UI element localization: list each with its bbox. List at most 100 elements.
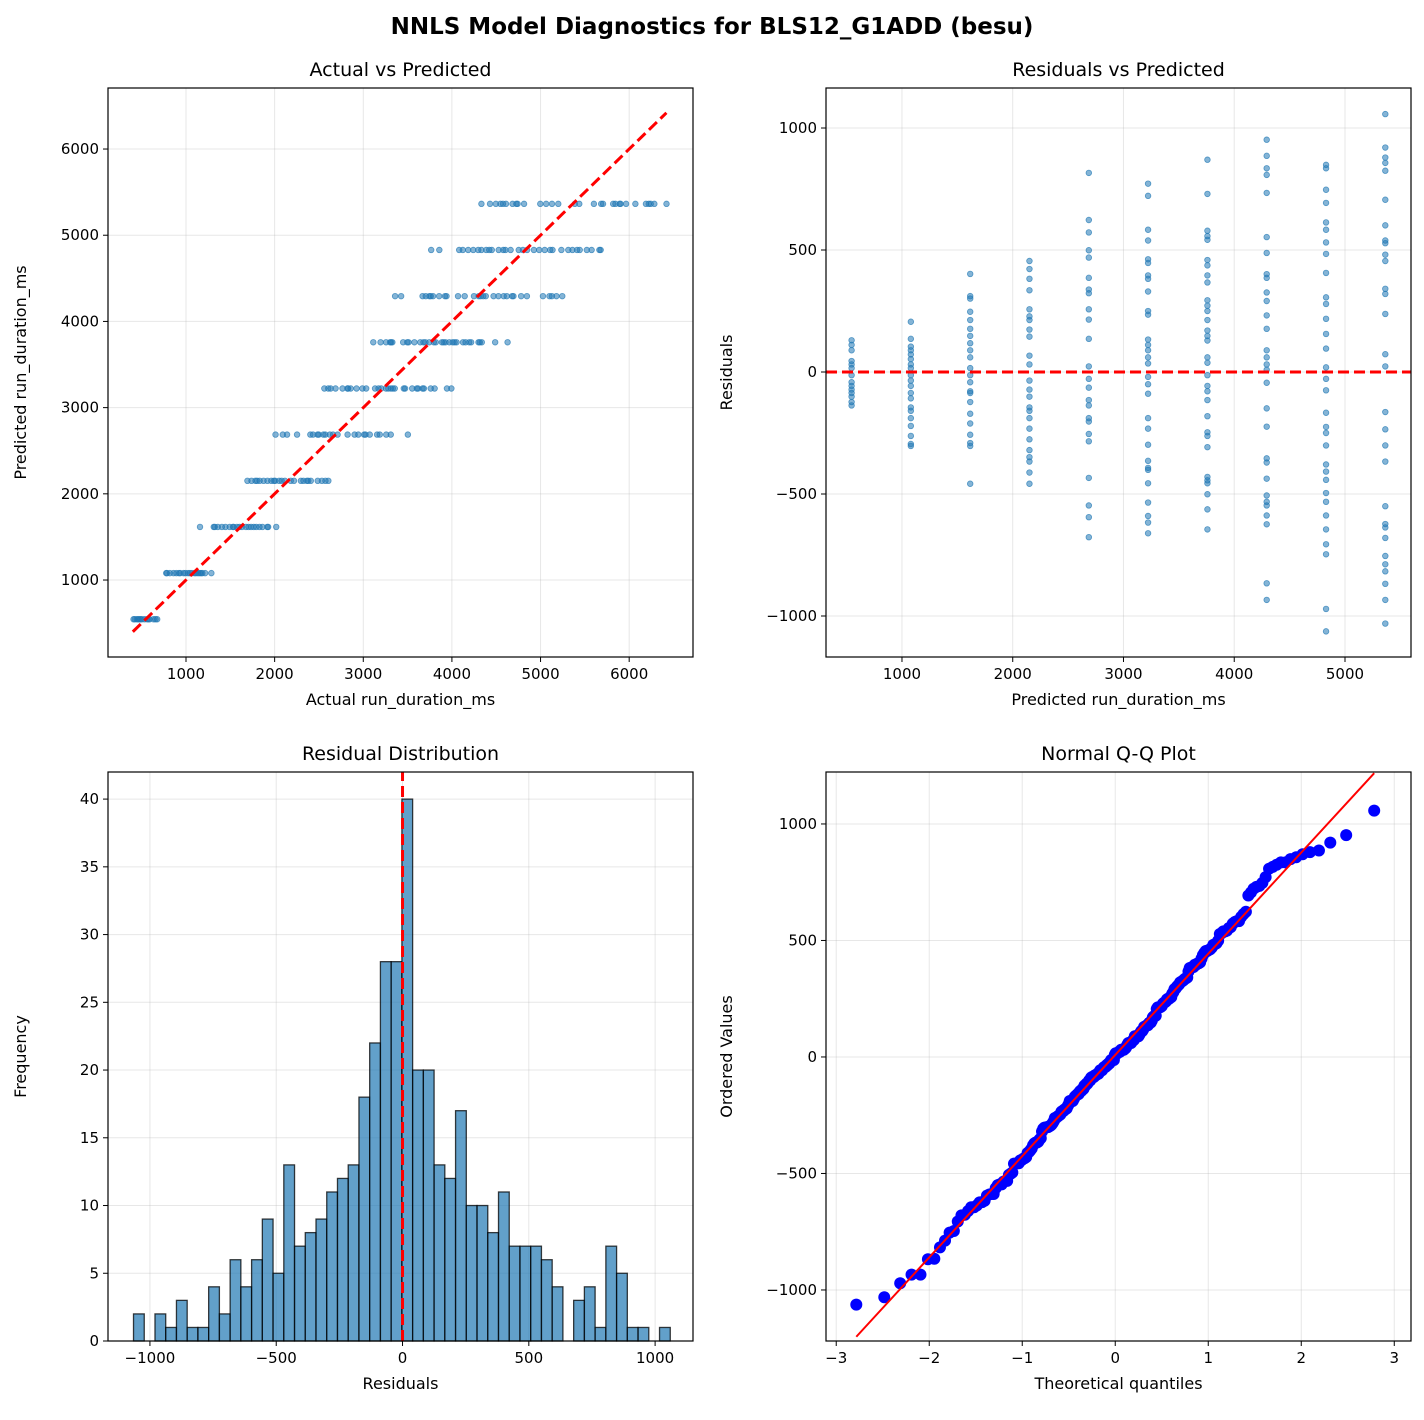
data-point <box>1322 476 1330 484</box>
data-point <box>1204 396 1211 404</box>
data-point <box>848 341 855 349</box>
data-point <box>478 200 485 208</box>
data-point <box>1322 250 1330 258</box>
x-tick-label: 2000 <box>256 665 294 683</box>
data-point <box>848 347 855 354</box>
data-point <box>1263 354 1270 361</box>
histogram-bar <box>154 1313 167 1342</box>
data-point <box>293 431 301 438</box>
histogram-bar <box>240 1286 253 1342</box>
data-point <box>967 332 974 340</box>
data-point <box>1322 375 1330 383</box>
qq-point <box>878 1291 891 1304</box>
data-point <box>907 432 915 440</box>
data-point <box>1204 506 1211 513</box>
qq-point <box>1324 836 1337 849</box>
data-point <box>1382 257 1389 265</box>
histogram-bar <box>519 1245 532 1342</box>
data-point <box>411 339 418 346</box>
histogram-bar <box>508 1245 521 1342</box>
data-point <box>1382 159 1389 167</box>
data-point <box>373 431 381 438</box>
x-tick-label: −2 <box>918 1349 940 1367</box>
y-tick-label: 0 <box>807 1048 817 1066</box>
data-point <box>1026 377 1033 384</box>
data-point <box>1322 468 1330 475</box>
data-point <box>1144 480 1152 487</box>
data-point <box>1382 426 1389 433</box>
x-tick-label: 5000 <box>521 665 559 683</box>
data-point <box>967 480 974 487</box>
data-point <box>130 616 137 623</box>
axes-frame <box>825 771 1412 1342</box>
data-point <box>1144 259 1152 267</box>
data-point <box>1026 425 1033 432</box>
y-axis-label: Ordered Values <box>717 995 736 1117</box>
data-point <box>967 308 974 315</box>
data-point <box>1204 190 1211 198</box>
data-point <box>470 292 478 300</box>
data-point <box>1263 347 1270 354</box>
data-point <box>1204 272 1211 279</box>
data-point <box>1322 628 1330 635</box>
data-point <box>848 364 855 372</box>
data-point <box>1382 561 1389 568</box>
x-tick-label: 5000 <box>1326 665 1364 683</box>
data-point <box>1144 311 1152 318</box>
data-point <box>517 292 525 300</box>
plot-area <box>826 110 1411 635</box>
data-point <box>1322 423 1330 431</box>
data-point <box>1322 512 1330 519</box>
data-point <box>1204 443 1211 451</box>
y-tick-label: 40 <box>80 790 99 808</box>
data-point <box>492 200 500 208</box>
data-point <box>1085 502 1093 509</box>
histogram-bar <box>411 1069 425 1342</box>
data-point <box>459 339 467 346</box>
data-point <box>907 364 915 372</box>
data-point <box>370 339 377 346</box>
data-point <box>1085 229 1093 236</box>
data-point <box>520 200 528 208</box>
data-point <box>1085 430 1093 438</box>
data-point <box>1322 442 1330 449</box>
data-point <box>1144 237 1152 244</box>
data-point <box>907 442 915 450</box>
y-tick-label: 10 <box>80 1197 99 1215</box>
y-tick-label: 5000 <box>61 226 99 244</box>
y-tick-label: 30 <box>80 926 99 944</box>
data-point <box>1263 475 1270 482</box>
x-tick-label: 1 <box>1203 1349 1213 1367</box>
data-point <box>1085 384 1093 391</box>
histogram-bar <box>433 1164 446 1342</box>
data-point <box>1322 330 1330 338</box>
axes-frame <box>107 771 694 1342</box>
data-point <box>1382 144 1389 151</box>
data-point <box>546 246 554 254</box>
y-tick-label: 25 <box>80 993 99 1011</box>
data-point <box>1382 167 1389 174</box>
data-point <box>1382 154 1389 161</box>
data-point <box>1204 227 1211 234</box>
y-axis-label: Predicted run_duration_ms <box>11 265 31 479</box>
data-point <box>1263 171 1270 179</box>
data-point <box>1382 524 1389 531</box>
data-point <box>548 200 556 208</box>
y-tick-label: 1000 <box>779 815 817 833</box>
data-point <box>1322 315 1330 323</box>
data-point <box>541 246 548 254</box>
data-point <box>377 339 384 346</box>
histogram-bar <box>390 961 403 1342</box>
x-tick-label: 1000 <box>883 665 921 683</box>
data-point <box>1382 196 1389 203</box>
data-point <box>1085 438 1093 445</box>
data-point <box>967 295 974 302</box>
data-point <box>427 385 434 392</box>
data-point <box>1263 312 1270 319</box>
data-point <box>1144 180 1152 187</box>
data-point <box>1085 402 1093 409</box>
subplot-title: Residuals vs Predicted <box>1012 59 1225 81</box>
data-point <box>1144 466 1152 474</box>
data-point <box>1085 335 1093 343</box>
data-point <box>596 246 603 254</box>
